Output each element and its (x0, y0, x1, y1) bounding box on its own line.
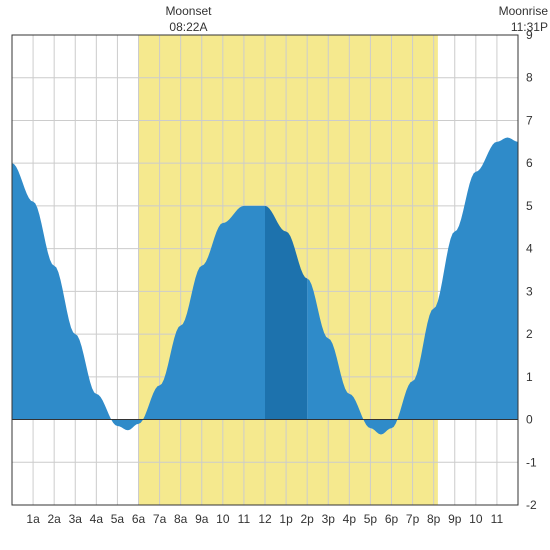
svg-text:8: 8 (526, 71, 533, 85)
svg-text:4: 4 (526, 242, 533, 256)
svg-text:8p: 8p (427, 512, 441, 526)
svg-text:5: 5 (526, 199, 533, 213)
svg-text:3: 3 (526, 284, 533, 298)
svg-text:10: 10 (216, 512, 230, 526)
svg-text:4a: 4a (90, 512, 104, 526)
svg-text:2: 2 (526, 327, 533, 341)
svg-text:5a: 5a (111, 512, 125, 526)
svg-text:6a: 6a (132, 512, 146, 526)
tide-chart: Moonset 08:22A Moonrise 11:31P -2-101234… (0, 0, 550, 550)
svg-text:10: 10 (469, 512, 483, 526)
svg-text:-1: -1 (526, 455, 537, 469)
svg-text:3p: 3p (322, 512, 336, 526)
svg-text:1a: 1a (26, 512, 40, 526)
svg-text:1: 1 (526, 370, 533, 384)
svg-text:2a: 2a (47, 512, 61, 526)
svg-text:11: 11 (238, 512, 251, 526)
svg-text:9p: 9p (448, 512, 462, 526)
svg-text:9a: 9a (195, 512, 209, 526)
moonrise-label: Moonrise 11:31P (499, 4, 548, 35)
svg-text:3a: 3a (69, 512, 83, 526)
svg-text:7p: 7p (406, 512, 420, 526)
svg-text:8a: 8a (174, 512, 188, 526)
svg-text:7a: 7a (153, 512, 167, 526)
svg-text:12: 12 (258, 512, 272, 526)
moonset-time: 08:22A (169, 20, 207, 34)
svg-text:2p: 2p (300, 512, 314, 526)
svg-text:6p: 6p (385, 512, 399, 526)
chart-svg: -2-101234567891a2a3a4a5a6a7a8a9a1011121p… (0, 0, 550, 550)
svg-text:1p: 1p (279, 512, 293, 526)
svg-text:11: 11 (491, 512, 504, 526)
svg-text:6: 6 (526, 156, 533, 170)
moonrise-title: Moonrise (499, 4, 548, 18)
svg-text:7: 7 (526, 113, 533, 127)
svg-text:4p: 4p (343, 512, 357, 526)
moonset-title: Moonset (165, 4, 211, 18)
svg-text:-2: -2 (526, 498, 537, 512)
moonrise-time: 11:31P (511, 20, 548, 34)
svg-text:0: 0 (526, 413, 533, 427)
svg-text:5p: 5p (364, 512, 378, 526)
